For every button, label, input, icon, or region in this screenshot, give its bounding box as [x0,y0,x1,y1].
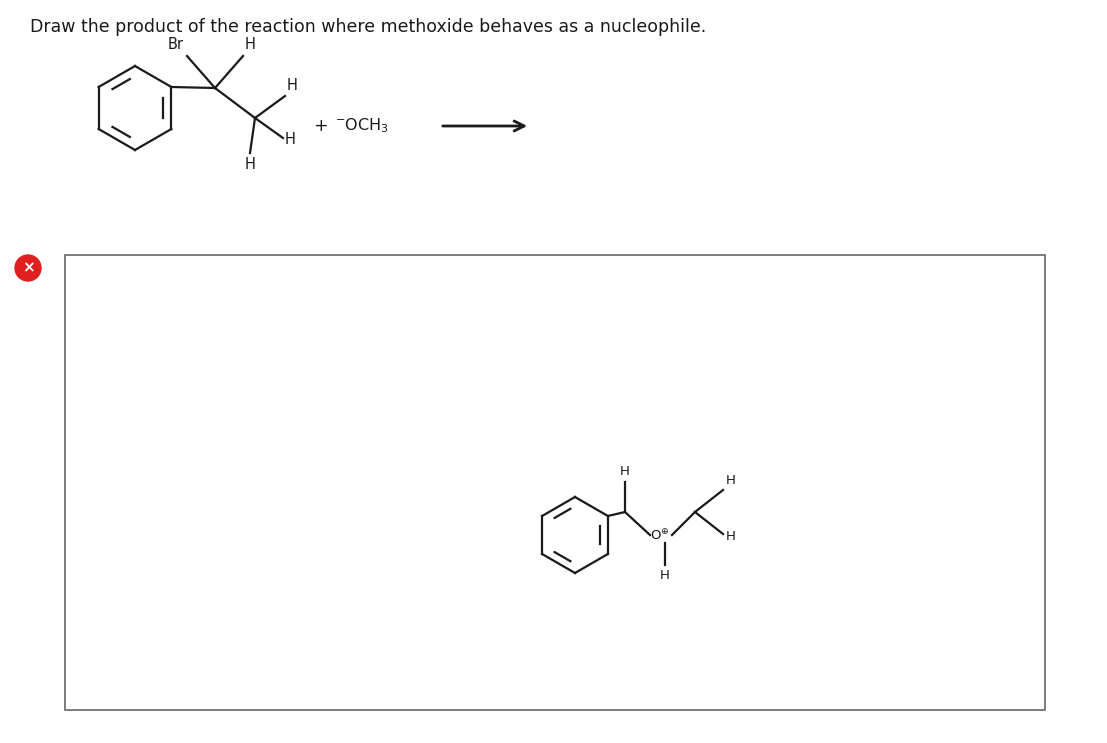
Circle shape [15,255,41,281]
Text: $\mathregular{{}^{-}OCH_3}$: $\mathregular{{}^{-}OCH_3}$ [335,117,389,135]
Text: H: H [284,132,296,148]
Text: O$^{\oplus}$: O$^{\oplus}$ [650,528,670,542]
Bar [65,255,1045,710]
Text: H: H [660,569,670,582]
Text: H: H [245,37,256,52]
Text: Draw the product of the reaction where methoxide behaves as a nucleophile.: Draw the product of the reaction where m… [30,18,706,36]
Text: Br: Br [168,37,184,52]
Text: H: H [726,530,736,542]
Text: ×: × [22,261,34,276]
Text: H: H [620,465,630,478]
Text: H: H [726,474,736,487]
Text: +: + [312,117,328,135]
Text: H: H [287,78,298,93]
Text: H: H [245,157,256,172]
